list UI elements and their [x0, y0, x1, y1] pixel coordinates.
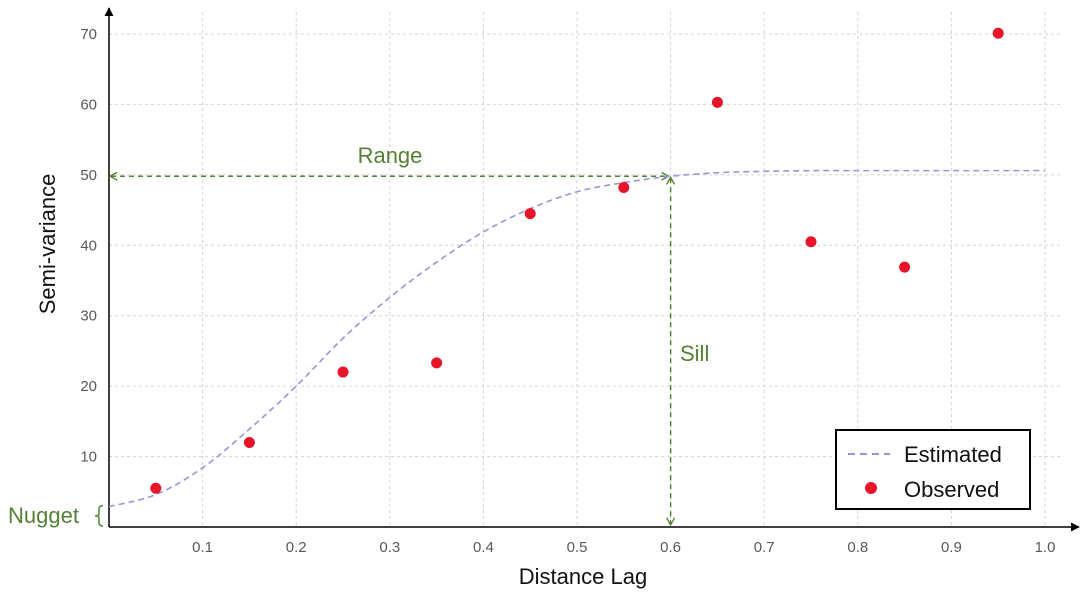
observed-point: [337, 366, 349, 378]
annotations: [94, 176, 671, 527]
x-tick-label-0.6: 0.6: [660, 539, 681, 556]
legend: Estimated Observed: [835, 429, 1031, 510]
estimated-curve: [108, 169, 1045, 508]
observed-point: [524, 208, 536, 220]
y-tick-label-70: 70: [80, 26, 97, 43]
y-tick-label-20: 20: [80, 378, 97, 395]
x-tick-label-1.0: 1.0: [1035, 539, 1056, 556]
x-tick-label-0.2: 0.2: [286, 539, 307, 556]
observed-point: [711, 96, 723, 108]
axes: [104, 7, 1080, 532]
y-tick-label-10: 10: [80, 449, 97, 466]
gridlines: [109, 12, 1062, 527]
plot-series: [108, 27, 1045, 508]
legend-estimated-label: Estimated: [904, 442, 1002, 467]
x-tick-label-0.5: 0.5: [567, 539, 588, 556]
x-tick-label-0.4: 0.4: [473, 539, 494, 556]
observed-point: [805, 236, 817, 248]
observed-point: [992, 27, 1004, 39]
y-tick-label-40: 40: [80, 237, 97, 254]
tick-labels: 0.1 0.2 0.3 0.4 0.5 0.6 0.7 0.8 0.9 1.0 10 20 30 40 50…: [80, 26, 1055, 556]
y-axis-title: Semi-variance: [35, 174, 60, 315]
range-label: Range: [358, 143, 423, 168]
observed-point: [243, 436, 255, 448]
observed-point: [431, 357, 443, 369]
y-tick-label-30: 30: [80, 308, 97, 325]
x-tick-label-0.8: 0.8: [847, 539, 868, 556]
observed-point: [150, 482, 162, 494]
legend-observed-swatch: [865, 482, 877, 494]
observed-point: [899, 261, 911, 273]
y-tick-label-50: 50: [80, 167, 97, 184]
sill-label: Sill: [680, 341, 709, 366]
x-tick-label-0.9: 0.9: [941, 539, 962, 556]
legend-observed-label: Observed: [904, 477, 999, 502]
legend-box: [835, 429, 1031, 510]
x-axis-title: Distance Lag: [519, 564, 647, 589]
nugget-label: Nugget: [8, 503, 79, 528]
nugget-brace: [94, 504, 104, 527]
y-tick-label-60: 60: [80, 96, 97, 113]
x-tick-label-0.3: 0.3: [379, 539, 400, 556]
x-tick-label-0.7: 0.7: [754, 539, 775, 556]
observed-point: [618, 182, 630, 194]
x-tick-label-0.1: 0.1: [192, 539, 213, 556]
